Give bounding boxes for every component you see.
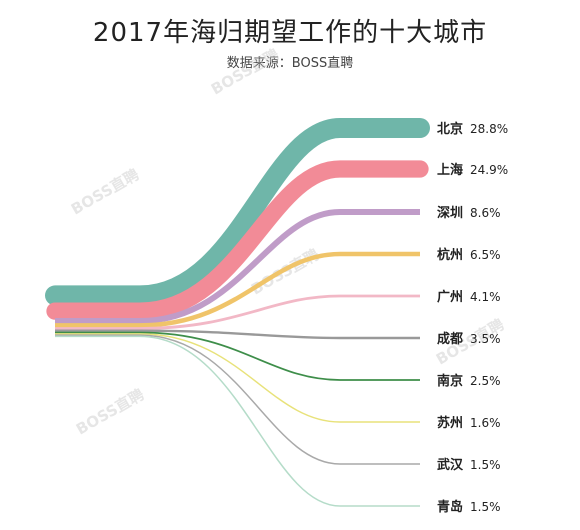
flow-labels: 北京 28.8% 上海 24.9% 深圳 8.6% 杭州 6.5% 广州 4.1% 成都 3.5% 南京… <box>437 121 508 515</box>
value-label-9: 1.5% <box>470 458 501 472</box>
city-label-3: 深圳 <box>437 205 463 221</box>
flow-band-6 <box>55 329 420 340</box>
value-label-3: 8.6% <box>470 206 501 220</box>
value-label-8: 1.6% <box>470 416 501 430</box>
city-label-9: 武汉 <box>437 457 464 473</box>
value-label-7: 2.5% <box>470 374 501 388</box>
flow-band-5 <box>55 294 420 330</box>
chart-subtitle: 数据来源：BOSS直聘 <box>226 56 354 71</box>
flow-band-8 <box>55 333 420 423</box>
flow-band-4 <box>55 251 420 328</box>
value-label-5: 4.1% <box>470 290 501 304</box>
city-label-8: 苏州 <box>437 415 463 431</box>
flow-bands <box>45 118 430 507</box>
chart-title: 2017年海归期望工作的十大城市 <box>92 18 488 48</box>
city-label-10: 青岛 <box>437 499 463 515</box>
flow-band-1 <box>45 118 430 306</box>
watermark-1: BOSS直聘 <box>208 45 282 98</box>
city-label-7: 南京 <box>437 373 463 389</box>
watermark-5: BOSS直聘 <box>73 385 147 438</box>
city-label-5: 广州 <box>437 289 463 305</box>
city-label-1: 北京 <box>437 121 463 137</box>
value-label-1: 28.8% <box>470 122 508 136</box>
flow-band-7 <box>55 331 420 381</box>
flow-band-9 <box>55 334 420 465</box>
value-label-10: 1.5% <box>470 500 501 514</box>
value-label-4: 6.5% <box>470 248 501 262</box>
flow-band-3 <box>55 209 420 324</box>
flow-band-10 <box>55 335 420 507</box>
city-label-6: 成都 <box>437 331 463 347</box>
city-label-4: 杭州 <box>437 247 463 263</box>
value-label-2: 24.9% <box>470 163 508 177</box>
watermark-2: BOSS直聘 <box>68 165 142 218</box>
city-label-2: 上海 <box>437 162 463 178</box>
value-label-6: 3.5% <box>470 332 501 346</box>
flow-band-2 <box>46 160 429 320</box>
